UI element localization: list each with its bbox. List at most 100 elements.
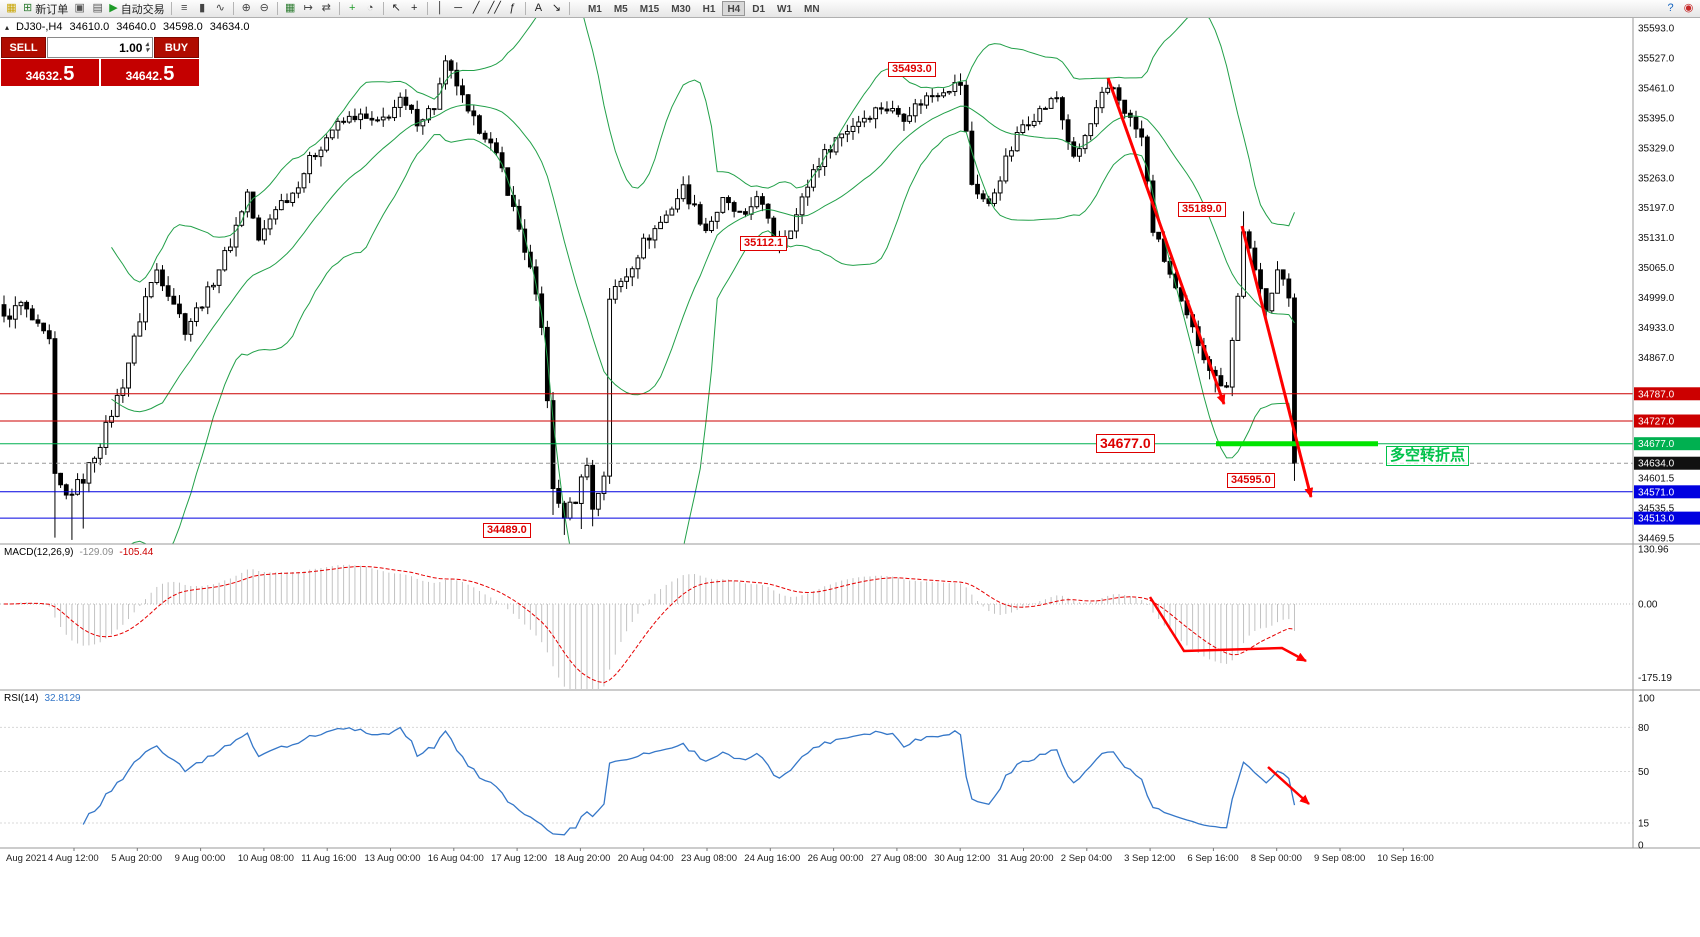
svg-text:34677.0: 34677.0 [1638, 439, 1675, 450]
time-axis-label: Aug 2021 [6, 853, 47, 864]
chat-icon[interactable]: ◉ [1680, 1, 1697, 17]
volume-up-icon[interactable]: ▴ [145, 40, 149, 48]
chart-shift-icon[interactable]: ⇄ [318, 1, 335, 17]
profiles-icon[interactable]: ▤ [89, 1, 106, 17]
bar-chart-icon[interactable]: ≡ [176, 1, 193, 17]
vertical-line-icon[interactable]: │ [432, 1, 449, 17]
price-tag-34787.0: 34787.0 [1634, 387, 1700, 401]
timeframe-m30[interactable]: M30 [671, 4, 691, 15]
price-axis-label: 34535.5 [1638, 503, 1675, 514]
trendline-icon[interactable]: ╱ [468, 1, 485, 17]
channel-icon[interactable]: ╱╱ [486, 1, 503, 17]
timeframe-bar: M1 M5 M15 M30 H1 H4 D1 W1 MN [582, 1, 826, 16]
toolbar-separator [568, 2, 570, 15]
chart-windows-icon[interactable]: ▣ [71, 1, 88, 17]
timeframe-h4[interactable]: H4 [722, 1, 746, 16]
macd-axis-label: 130.96 [1638, 544, 1669, 555]
timeframe-mn[interactable]: MN [804, 4, 820, 15]
autotrading-icon: ▶ [109, 2, 118, 14]
chart-context-icon: ▴ [5, 22, 10, 32]
rsi-axis-label: 80 [1638, 723, 1650, 734]
chat-icon: ◉ [1683, 2, 1694, 14]
toolbar-separator [382, 2, 384, 15]
toolbar: ▦ ⊞ 新订单 ▣ ▤ ▶ 自动交易 ≡ ▮ ∿ ⊕ ⊖ ▦ ↦ ⇄ + ◔ ↖ + │ ─ ╱ ╱╱ ƒ A ↘ M1 M5 M15 M… [0, 0, 1700, 18]
volume-stepper[interactable]: ▴ ▾ [145, 40, 149, 54]
macd-main-value: -129.09 [79, 547, 114, 558]
timeframe-m1[interactable]: M1 [587, 4, 602, 15]
rsi-arrow[interactable] [1267, 766, 1310, 805]
candlestick-chart-icon: ▮ [199, 2, 206, 14]
help-icon: ? [1667, 2, 1674, 14]
rsi-axis-label: 0 [1638, 841, 1644, 852]
text-label-icon[interactable]: A [530, 1, 547, 17]
zoom-in-icon: ⊕ [241, 2, 251, 14]
candlestick-chart-icon[interactable]: ▮ [194, 1, 211, 17]
app-chart-icon[interactable]: ▦ [3, 1, 20, 17]
chart-windows-icon: ▣ [74, 2, 85, 14]
fibonacci-icon[interactable]: ƒ [504, 1, 521, 17]
macd-arrow[interactable] [1148, 596, 1307, 663]
rsi-axis-label: 15 [1638, 818, 1650, 829]
price-axis-label: 34867.0 [1638, 353, 1675, 364]
volume-field[interactable]: 1.00 ▴ ▾ [47, 37, 153, 58]
toolbar-separator [524, 2, 526, 15]
indicators-icon[interactable]: + [344, 1, 361, 17]
timeframe-h1[interactable]: H1 [702, 4, 716, 15]
volume-value[interactable]: 1.00 [119, 40, 143, 55]
sell-price-big-digit: 5 [63, 63, 75, 85]
time-axis-label: 10 Aug 08:00 [238, 853, 294, 864]
auto-scroll-icon[interactable]: ↦ [300, 1, 317, 17]
timeframe-m5[interactable]: M5 [613, 4, 628, 15]
price-tag-34513.0: 34513.0 [1634, 511, 1700, 525]
crosshair-icon[interactable]: + [406, 1, 423, 17]
main-panel [1, 18, 1297, 544]
symbol-ohlc-header: ▴ DJ30-,H4 34610.0 34640.0 34598.0 34634… [5, 21, 250, 33]
rsi-value: 32.8129 [44, 693, 81, 704]
new-order-icon: ⊞ [23, 2, 33, 14]
auto-scroll-icon: ↦ [303, 2, 313, 14]
time-axis-label: 31 Aug 20:00 [998, 853, 1054, 864]
cursor-icon[interactable]: ↖ [388, 1, 405, 17]
tile-windows-icon[interactable]: ▦ [282, 1, 299, 17]
timeframe-w1[interactable]: W1 [777, 4, 793, 15]
timeframe-m15[interactable]: M15 [639, 4, 660, 15]
rsi-line [82, 726, 1296, 836]
buy-price[interactable]: 34642. 5 [101, 59, 199, 86]
trend-arrow[interactable] [1240, 225, 1314, 498]
sell-price[interactable]: 34632. 5 [1, 59, 99, 86]
price-lines [0, 393, 1633, 519]
profiles-icon: ▤ [92, 2, 103, 14]
zoom-out-icon[interactable]: ⊖ [256, 1, 273, 17]
price-axis-label: 34999.0 [1638, 293, 1675, 304]
time-axis-label: 27 Aug 08:00 [871, 853, 927, 864]
horizontal-line-icon[interactable]: ─ [450, 1, 467, 17]
volume-down-icon[interactable]: ▾ [145, 46, 149, 54]
new-order-button[interactable]: ⊞ 新订单 [21, 1, 70, 17]
rsi-axis-label: 50 [1638, 767, 1650, 778]
price-axis-label: 35527.0 [1638, 53, 1675, 64]
bollinger-upper [111, 18, 1295, 283]
price-axis-label: 35593.0 [1638, 23, 1675, 34]
crosshair-icon: + [410, 2, 418, 14]
arrows-icon[interactable]: ↘ [548, 1, 565, 17]
timeframe-d1[interactable]: D1 [752, 4, 766, 15]
macd-indicator-label: MACD(12,26,9) -129.09 -105.44 [4, 547, 153, 558]
buy-button[interactable]: BUY [154, 37, 199, 58]
time-axis-label: 10 Sep 16:00 [1377, 853, 1434, 864]
buy-price-big-digit: 5 [163, 63, 175, 85]
help-icon[interactable]: ? [1662, 1, 1679, 17]
periods-icon: ◔ [366, 2, 374, 14]
bollinger-lower [130, 130, 1295, 544]
sell-button[interactable]: SELL [1, 37, 46, 58]
ohlc-close: 34634.0 [209, 21, 250, 33]
price-axis-label: 35065.0 [1638, 263, 1675, 274]
trend-arrow[interactable] [1106, 77, 1226, 405]
zoom-in-icon[interactable]: ⊕ [238, 1, 255, 17]
chart-shift-icon: ⇄ [321, 2, 331, 14]
autotrading-button[interactable]: ▶ 自动交易 [107, 1, 166, 17]
price-axis-label: 34933.0 [1638, 323, 1675, 334]
time-axis-label: 6 Sep 16:00 [1187, 853, 1238, 864]
periods-icon[interactable]: ◔ [362, 1, 379, 17]
line-chart-icon[interactable]: ∿ [212, 1, 229, 17]
